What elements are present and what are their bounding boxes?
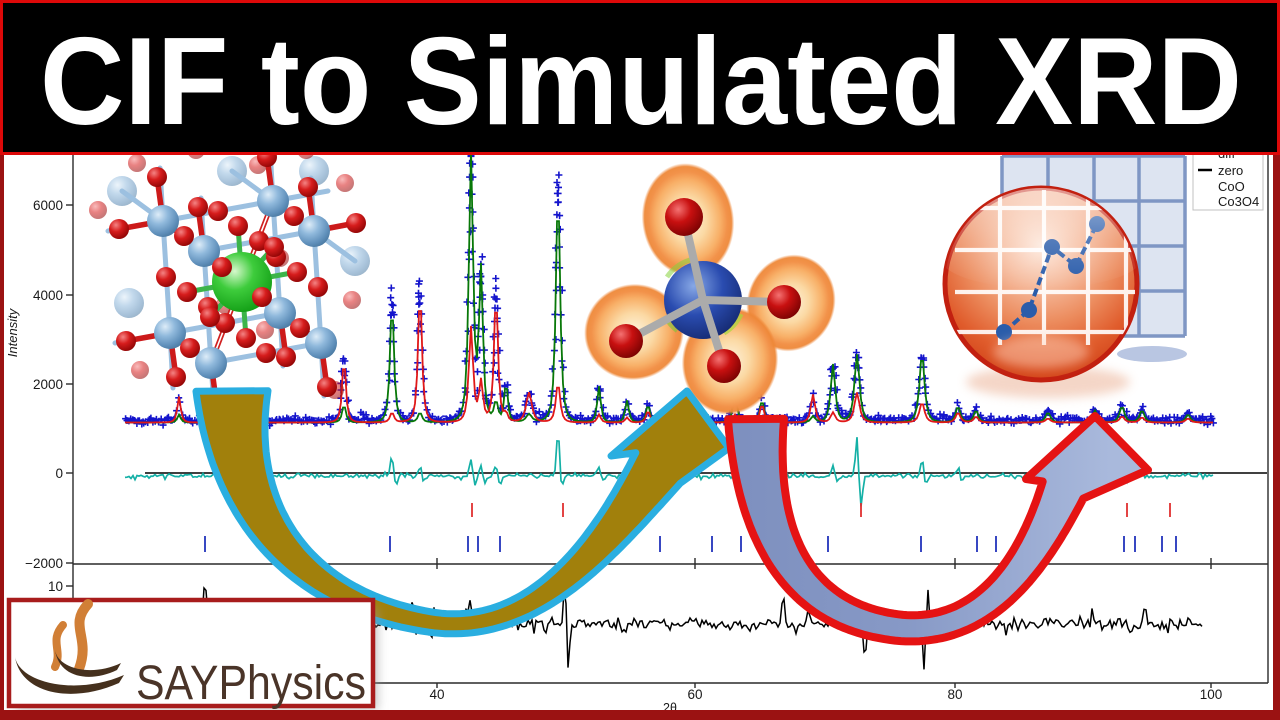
svg-text:60: 60 <box>687 687 702 702</box>
svg-text:10: 10 <box>48 579 63 594</box>
svg-text:Intensity: Intensity <box>5 307 20 357</box>
svg-text:CoO: CoO <box>1218 179 1245 194</box>
svg-text:40: 40 <box>429 687 444 702</box>
svg-text:CIF to Simulated XRD: CIF to Simulated XRD <box>40 13 1242 151</box>
svg-text:6000: 6000 <box>33 198 63 213</box>
svg-text:100: 100 <box>1200 687 1223 702</box>
svg-text:0: 0 <box>55 466 63 481</box>
svg-text:−2000: −2000 <box>25 556 63 571</box>
svg-text:Co3O4: Co3O4 <box>1218 194 1259 209</box>
svg-text:SAYPhysics: SAYPhysics <box>136 657 366 710</box>
svg-text:80: 80 <box>947 687 962 702</box>
svg-text:zero: zero <box>1218 163 1243 178</box>
svg-text:2000: 2000 <box>33 377 63 392</box>
svg-text:4000: 4000 <box>33 288 63 303</box>
